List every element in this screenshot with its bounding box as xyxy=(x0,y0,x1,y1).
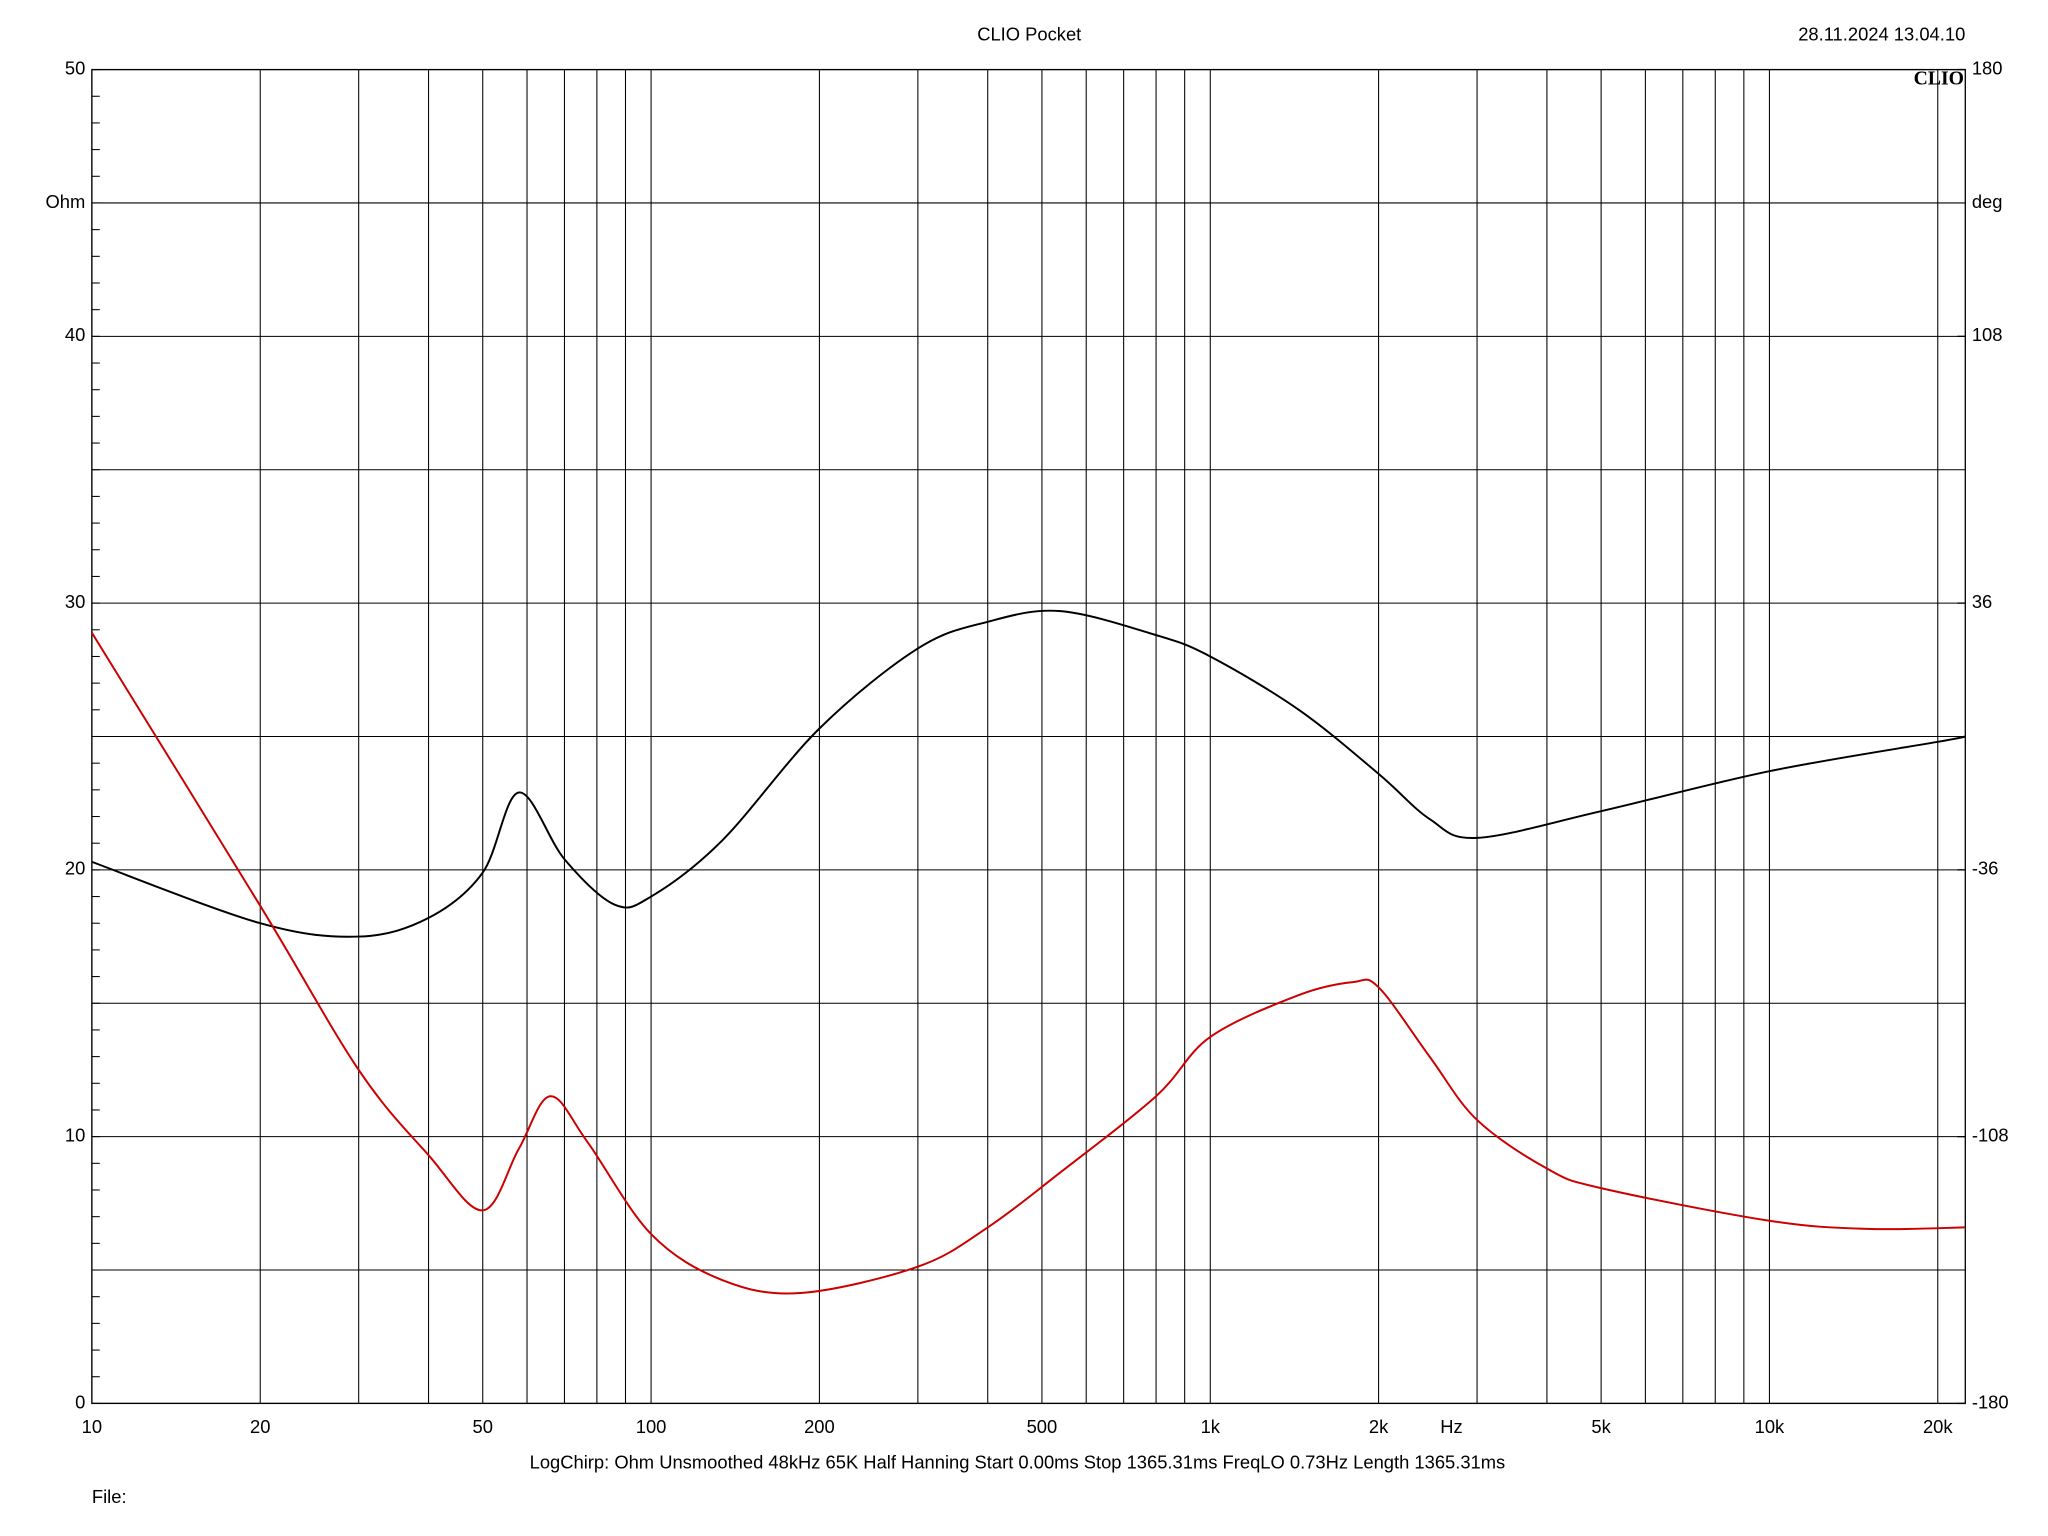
x-tick-label: 5k xyxy=(1591,1416,1611,1437)
x-tick-label: 10k xyxy=(1755,1416,1785,1437)
chart-title: CLIO Pocket xyxy=(977,23,1081,44)
y2-tick-label: -180 xyxy=(1972,1391,2009,1412)
file-label: File: xyxy=(92,1486,127,1507)
x-tick-label: 50 xyxy=(473,1416,493,1437)
timestamp: 28.11.2024 13.04.10 xyxy=(1798,23,1965,44)
x-tick-label: 20k xyxy=(1923,1416,1953,1437)
y-tick-label: 40 xyxy=(65,324,85,345)
y2-tick-label: -36 xyxy=(1972,858,1999,879)
x-tick-label: 2k xyxy=(1369,1416,1389,1437)
series-line xyxy=(91,632,1966,1295)
y2-tick-label: 108 xyxy=(1972,324,2003,345)
y2-tick-label: -108 xyxy=(1972,1124,2009,1145)
y-tick-label: 50 xyxy=(65,57,85,78)
y-axis-label: Ohm xyxy=(46,191,86,212)
y2-tick-label: 36 xyxy=(1972,591,1992,612)
y-tick-label: 0 xyxy=(75,1391,85,1412)
y-tick-label: 20 xyxy=(65,858,85,879)
x-tick-label: 500 xyxy=(1027,1416,1058,1437)
x-axis-label: Hz xyxy=(1440,1416,1462,1437)
logo: CLIO xyxy=(1914,68,1964,90)
x-tick-label: 1k xyxy=(1201,1416,1221,1437)
footer: LogChirp: Ohm Unsmoothed 48kHz 65K Half … xyxy=(530,1452,1506,1473)
x-tick-label: 200 xyxy=(804,1416,835,1437)
y-tick-label: 10 xyxy=(65,1124,85,1145)
y2-axis-label: deg xyxy=(1972,191,2003,212)
y2-tick-label: 180 xyxy=(1972,57,2003,78)
x-tick-label: 20 xyxy=(250,1416,270,1437)
series-line xyxy=(91,609,1966,938)
x-tick-label: 10 xyxy=(82,1416,102,1437)
y-tick-label: 30 xyxy=(65,591,85,612)
x-tick-label: 100 xyxy=(636,1416,667,1437)
